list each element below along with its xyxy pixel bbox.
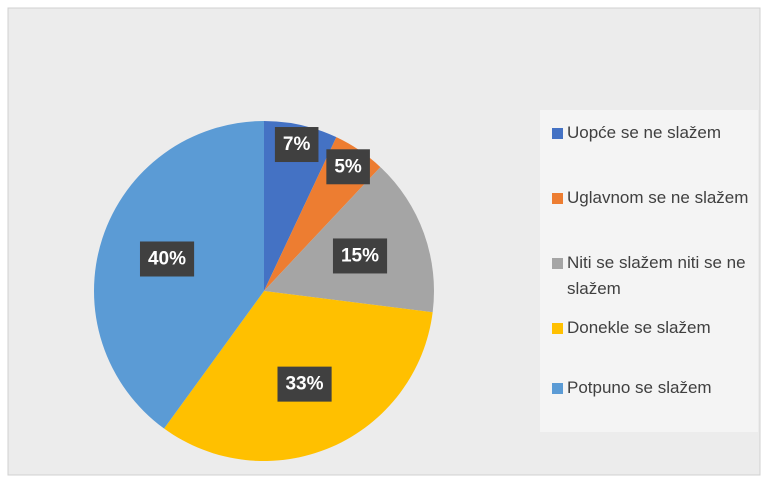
legend-label: Niti se slažem niti se ne slažem <box>567 253 746 298</box>
legend-label: Uglavnom se ne slažem <box>567 188 749 207</box>
data-label-box <box>326 149 370 185</box>
data-label-box <box>274 127 319 163</box>
legend-swatch <box>552 323 563 334</box>
legend-item: Uopće se ne slažem <box>552 120 750 185</box>
data-label: 5% <box>334 156 362 177</box>
data-label: 40% <box>148 248 186 269</box>
legend-label: Donekle se slažem <box>567 318 711 337</box>
legend-swatch <box>552 383 563 394</box>
legend-label: Uopće se ne slažem <box>567 123 722 142</box>
data-label-box <box>139 241 195 277</box>
data-label: 7% <box>283 134 311 155</box>
data-label-box <box>332 238 388 274</box>
legend-item: Donekle se slažem <box>552 315 750 375</box>
legend-item: Uglavnom se ne slažem <box>552 185 750 250</box>
legend-item: Potpuno se slažem <box>552 375 750 440</box>
data-label-box <box>277 366 332 402</box>
data-label: 15% <box>341 245 379 266</box>
legend-label: Potpuno se slažem <box>567 378 712 397</box>
legend: Uopće se ne slažem Uglavnom se ne slažem N… <box>540 110 758 432</box>
legend-swatch <box>552 258 563 269</box>
legend-swatch <box>552 128 563 139</box>
pie-slice <box>264 121 337 291</box>
legend-swatch <box>552 193 563 204</box>
legend-item: Niti se slažem niti se ne slažem <box>552 250 750 315</box>
data-label: 33% <box>285 374 323 395</box>
